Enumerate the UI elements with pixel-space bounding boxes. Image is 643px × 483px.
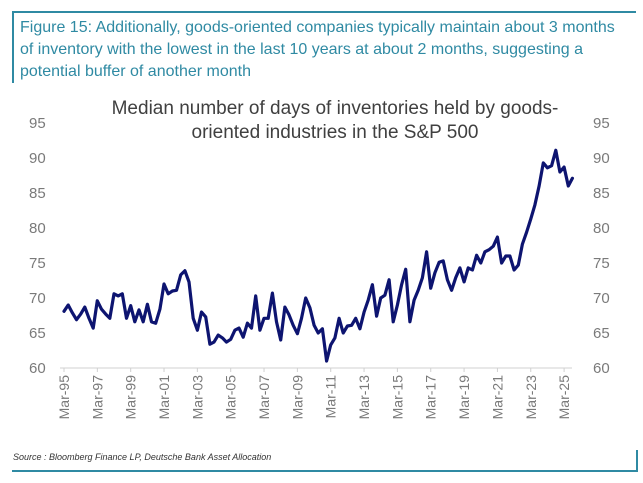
x-tick-label: Mar-99 xyxy=(123,375,139,420)
y-tick-label-right: 85 xyxy=(593,185,610,202)
y-tick-label-left: 60 xyxy=(29,360,46,377)
y-tick-label-left: 90 xyxy=(29,150,46,167)
series-line xyxy=(62,148,575,363)
y-tick-label-left: 70 xyxy=(29,290,46,307)
caption-frame-top xyxy=(12,11,636,13)
source-frame-right xyxy=(636,450,638,472)
y-tick-label-left: 85 xyxy=(29,185,46,202)
caption-frame-left xyxy=(12,11,14,83)
x-tick-label: Mar-13 xyxy=(356,375,372,420)
figure-caption: Figure 15: Additionally, goods-oriented … xyxy=(20,19,615,80)
x-tick-label: Mar-15 xyxy=(389,375,405,420)
y-tick-label-right: 95 xyxy=(593,115,610,132)
x-axis: Mar-95 Mar-97 Mar-99 Mar-01 Mar-03 Mar-05 Mar-… xyxy=(56,367,572,420)
x-tick-label: Mar-19 xyxy=(456,375,472,420)
x-tick-label: Mar-03 xyxy=(189,375,205,420)
y-axis-right: 60 65 70 75 80 85 90 95 xyxy=(593,115,610,377)
x-tick-label: Mar-07 xyxy=(256,375,272,420)
y-axis-left: 60 65 70 75 80 85 90 95 xyxy=(29,115,46,377)
x-tick-label: Mar-23 xyxy=(523,375,539,420)
y-tick-label-right: 70 xyxy=(593,290,610,307)
chart-title-line-2: oriented industries in the S&P 500 xyxy=(191,122,479,143)
y-tick-label-left: 95 xyxy=(29,115,46,132)
x-tick-label: Mar-05 xyxy=(223,375,239,420)
chart-title-line-1: Median number of days of inventories hel… xyxy=(111,98,559,119)
chart-title: Median number of days of inventories hel… xyxy=(90,97,580,145)
y-tick-label-left: 75 xyxy=(29,255,46,272)
x-tick-label: Mar-01 xyxy=(156,375,172,420)
x-tick-label: Mar-25 xyxy=(556,375,572,420)
series-group xyxy=(62,148,575,363)
y-tick-label-right: 75 xyxy=(593,255,610,272)
y-tick-label-right: 60 xyxy=(593,360,610,377)
y-tick-label-left: 65 xyxy=(29,325,46,342)
y-tick-label-left: 80 xyxy=(29,220,46,237)
x-tick-label: Mar-11 xyxy=(323,375,339,419)
x-tick-label: Mar-21 xyxy=(489,375,505,420)
y-tick-label-right: 80 xyxy=(593,220,610,237)
y-tick-label-right: 90 xyxy=(593,150,610,167)
x-tick-label: Mar-95 xyxy=(56,375,72,420)
x-tick-label: Mar-09 xyxy=(289,375,305,420)
source-frame-bottom xyxy=(12,470,638,472)
y-tick-label-right: 65 xyxy=(593,325,610,342)
x-tick-label: Mar-17 xyxy=(423,375,439,420)
x-tick-label: Mar-97 xyxy=(89,375,105,420)
source-note: Source : Bloomberg Finance LP, Deutsche … xyxy=(13,452,272,462)
